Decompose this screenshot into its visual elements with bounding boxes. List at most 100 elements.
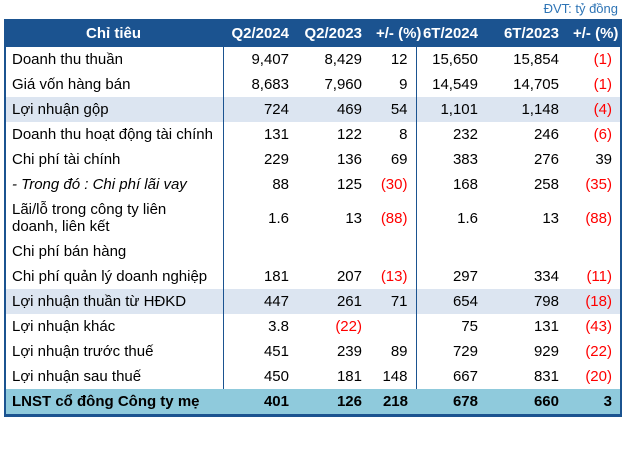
cell-value: 71 bbox=[370, 289, 417, 314]
row-label: - Trong đó : Chi phí lãi vay bbox=[5, 172, 224, 197]
cell-value bbox=[486, 239, 567, 264]
cell-value: 54 bbox=[370, 97, 417, 122]
row-label: Doanh thu thuần bbox=[5, 47, 224, 72]
column-header-pct-6t: +/- (%) bbox=[567, 20, 621, 47]
cell-value: 14,549 bbox=[432, 76, 478, 93]
column-header-6t-2024: 6T/2024 bbox=[416, 20, 486, 47]
cell-value: 13 bbox=[345, 209, 362, 227]
cell-value bbox=[223, 239, 297, 264]
cell-value: (6) bbox=[593, 126, 612, 143]
cell-value: 660 bbox=[486, 389, 567, 416]
cell-value: 89 bbox=[370, 339, 417, 364]
cell-value: 7,960 bbox=[324, 76, 362, 93]
cell-value bbox=[370, 239, 417, 264]
cell-value bbox=[567, 239, 621, 264]
cell-value: 678 bbox=[416, 389, 486, 416]
cell-value: 450 bbox=[263, 368, 289, 385]
cell-value: 232 bbox=[452, 126, 478, 143]
cell-value: 126 bbox=[297, 389, 370, 416]
row-label: Lợi nhuận khác bbox=[5, 314, 224, 339]
cell-value: 729 bbox=[452, 343, 478, 360]
row-label: Lợi nhuận gộp bbox=[5, 97, 224, 122]
cell-value: (4) bbox=[567, 97, 621, 122]
table-row: Doanh thu hoạt động tài chính 131 122 8 232 2… bbox=[5, 122, 621, 147]
cell-value: 14,705 bbox=[513, 76, 559, 93]
column-header-pct-q2: +/- (%) bbox=[370, 20, 421, 47]
cell-value: 12 bbox=[370, 47, 417, 72]
cell-value bbox=[370, 314, 417, 339]
cell-value: (43) bbox=[585, 318, 612, 335]
table-row: Chi phí quản lý doanh nghiệp 181 207 (13) 29… bbox=[5, 264, 621, 289]
column-header-q2-2024: Q2/2024 bbox=[223, 20, 297, 47]
table-row: Lợi nhuận trước thuế 451 239 89 729 929 (22) bbox=[5, 339, 621, 364]
cell-value: 13 bbox=[542, 209, 559, 227]
table-row: Chi phí bán hàng bbox=[5, 239, 621, 264]
row-label: Lợi nhuận trước thuế bbox=[5, 339, 224, 364]
row-label: Doanh thu hoạt động tài chính bbox=[5, 122, 224, 147]
cell-value: 8,429 bbox=[324, 51, 362, 68]
cell-value: 15,650 bbox=[432, 51, 478, 68]
cell-value: 136 bbox=[336, 151, 362, 168]
table-header: Chỉ tiêu Q2/2024 Q2/2023 +/- (%) 6T/2024… bbox=[5, 20, 621, 47]
cell-value: 131 bbox=[533, 318, 559, 335]
cell-value: (88) bbox=[370, 197, 417, 239]
cell-value: 401 bbox=[223, 389, 297, 416]
cell-value: 8 bbox=[370, 122, 417, 147]
cell-value: 469 bbox=[297, 97, 370, 122]
table-row: Lợi nhuận gộp 724 469 54 1,101 1,148 (4) bbox=[5, 97, 621, 122]
income-statement-table: Chỉ tiêu Q2/2024 Q2/2023 +/- (%) 6T/2024… bbox=[4, 19, 622, 417]
table-row: Giá vốn hàng bán 8,683 7,960 9 14,549 14,705 (… bbox=[5, 72, 621, 97]
cell-value: 383 bbox=[452, 151, 478, 168]
column-header-6t-2023: 6T/2023 bbox=[486, 20, 567, 47]
cell-value: 261 bbox=[297, 289, 370, 314]
cell-value: 724 bbox=[223, 97, 297, 122]
cell-value: (22) bbox=[335, 318, 362, 335]
cell-value: (88) bbox=[585, 209, 612, 227]
cell-value: 148 bbox=[370, 364, 417, 389]
cell-value: 447 bbox=[223, 289, 297, 314]
cell-value: 39 bbox=[595, 151, 612, 168]
table-row: Doanh thu thuần 9,407 8,429 12 15,650 15,854 (… bbox=[5, 47, 621, 72]
table-row: Chi phí tài chính 229 136 69 383 276 39 bbox=[5, 147, 621, 172]
cell-value: 9 bbox=[370, 72, 417, 97]
table-row: Lãi/lỗ trong công ty liên doanh, liên kế… bbox=[5, 197, 621, 239]
cell-value: 798 bbox=[486, 289, 567, 314]
cell-value: 3.8 bbox=[268, 318, 289, 335]
cell-value: 125 bbox=[336, 176, 362, 193]
cell-value: 218 bbox=[370, 389, 416, 416]
cell-value: (20) bbox=[585, 368, 612, 385]
cell-value: 1.6 bbox=[457, 209, 478, 227]
cell-value: 88 bbox=[272, 176, 289, 193]
cell-value: (30) bbox=[370, 172, 417, 197]
cell-value: 75 bbox=[461, 318, 478, 335]
cell-value: 1.6 bbox=[268, 209, 289, 227]
table-row: Lợi nhuận khác 3.8 (22) 75 131 (43) bbox=[5, 314, 621, 339]
cell-value: 3 bbox=[567, 389, 621, 416]
row-label: Lợi nhuận sau thuế bbox=[5, 364, 224, 389]
row-label: Chi phí tài chính bbox=[5, 147, 224, 172]
row-label: Lãi/lỗ trong công ty liên doanh, liên kế… bbox=[5, 197, 224, 239]
cell-value: 181 bbox=[263, 268, 289, 285]
cell-value: 207 bbox=[336, 268, 362, 285]
row-label: Chi phí quản lý doanh nghiệp bbox=[5, 264, 224, 289]
row-label: LNST cổ đông Công ty mẹ bbox=[5, 389, 223, 416]
unit-label: ĐVT: tỷ đồng bbox=[543, 1, 618, 16]
table-row: LNST cổ đông Công ty mẹ 401 126 218 678 660 3 bbox=[5, 389, 621, 416]
cell-value: 168 bbox=[452, 176, 478, 193]
header-row: Chỉ tiêu Q2/2024 Q2/2023 +/- (%) 6T/2024… bbox=[5, 20, 621, 47]
cell-value: (22) bbox=[585, 343, 612, 360]
cell-value: (1) bbox=[593, 51, 612, 68]
column-header-chi-tieu: Chỉ tiêu bbox=[5, 20, 223, 47]
cell-value: (18) bbox=[567, 289, 621, 314]
cell-value: 667 bbox=[452, 368, 478, 385]
cell-value: 122 bbox=[336, 126, 362, 143]
cell-value: 451 bbox=[263, 343, 289, 360]
cell-value: 929 bbox=[533, 343, 559, 360]
cell-value: 276 bbox=[533, 151, 559, 168]
cell-value: (13) bbox=[370, 264, 417, 289]
cell-value: 246 bbox=[533, 126, 559, 143]
cell-value: 239 bbox=[336, 343, 362, 360]
cell-value: 654 bbox=[416, 289, 486, 314]
cell-value bbox=[416, 239, 486, 264]
